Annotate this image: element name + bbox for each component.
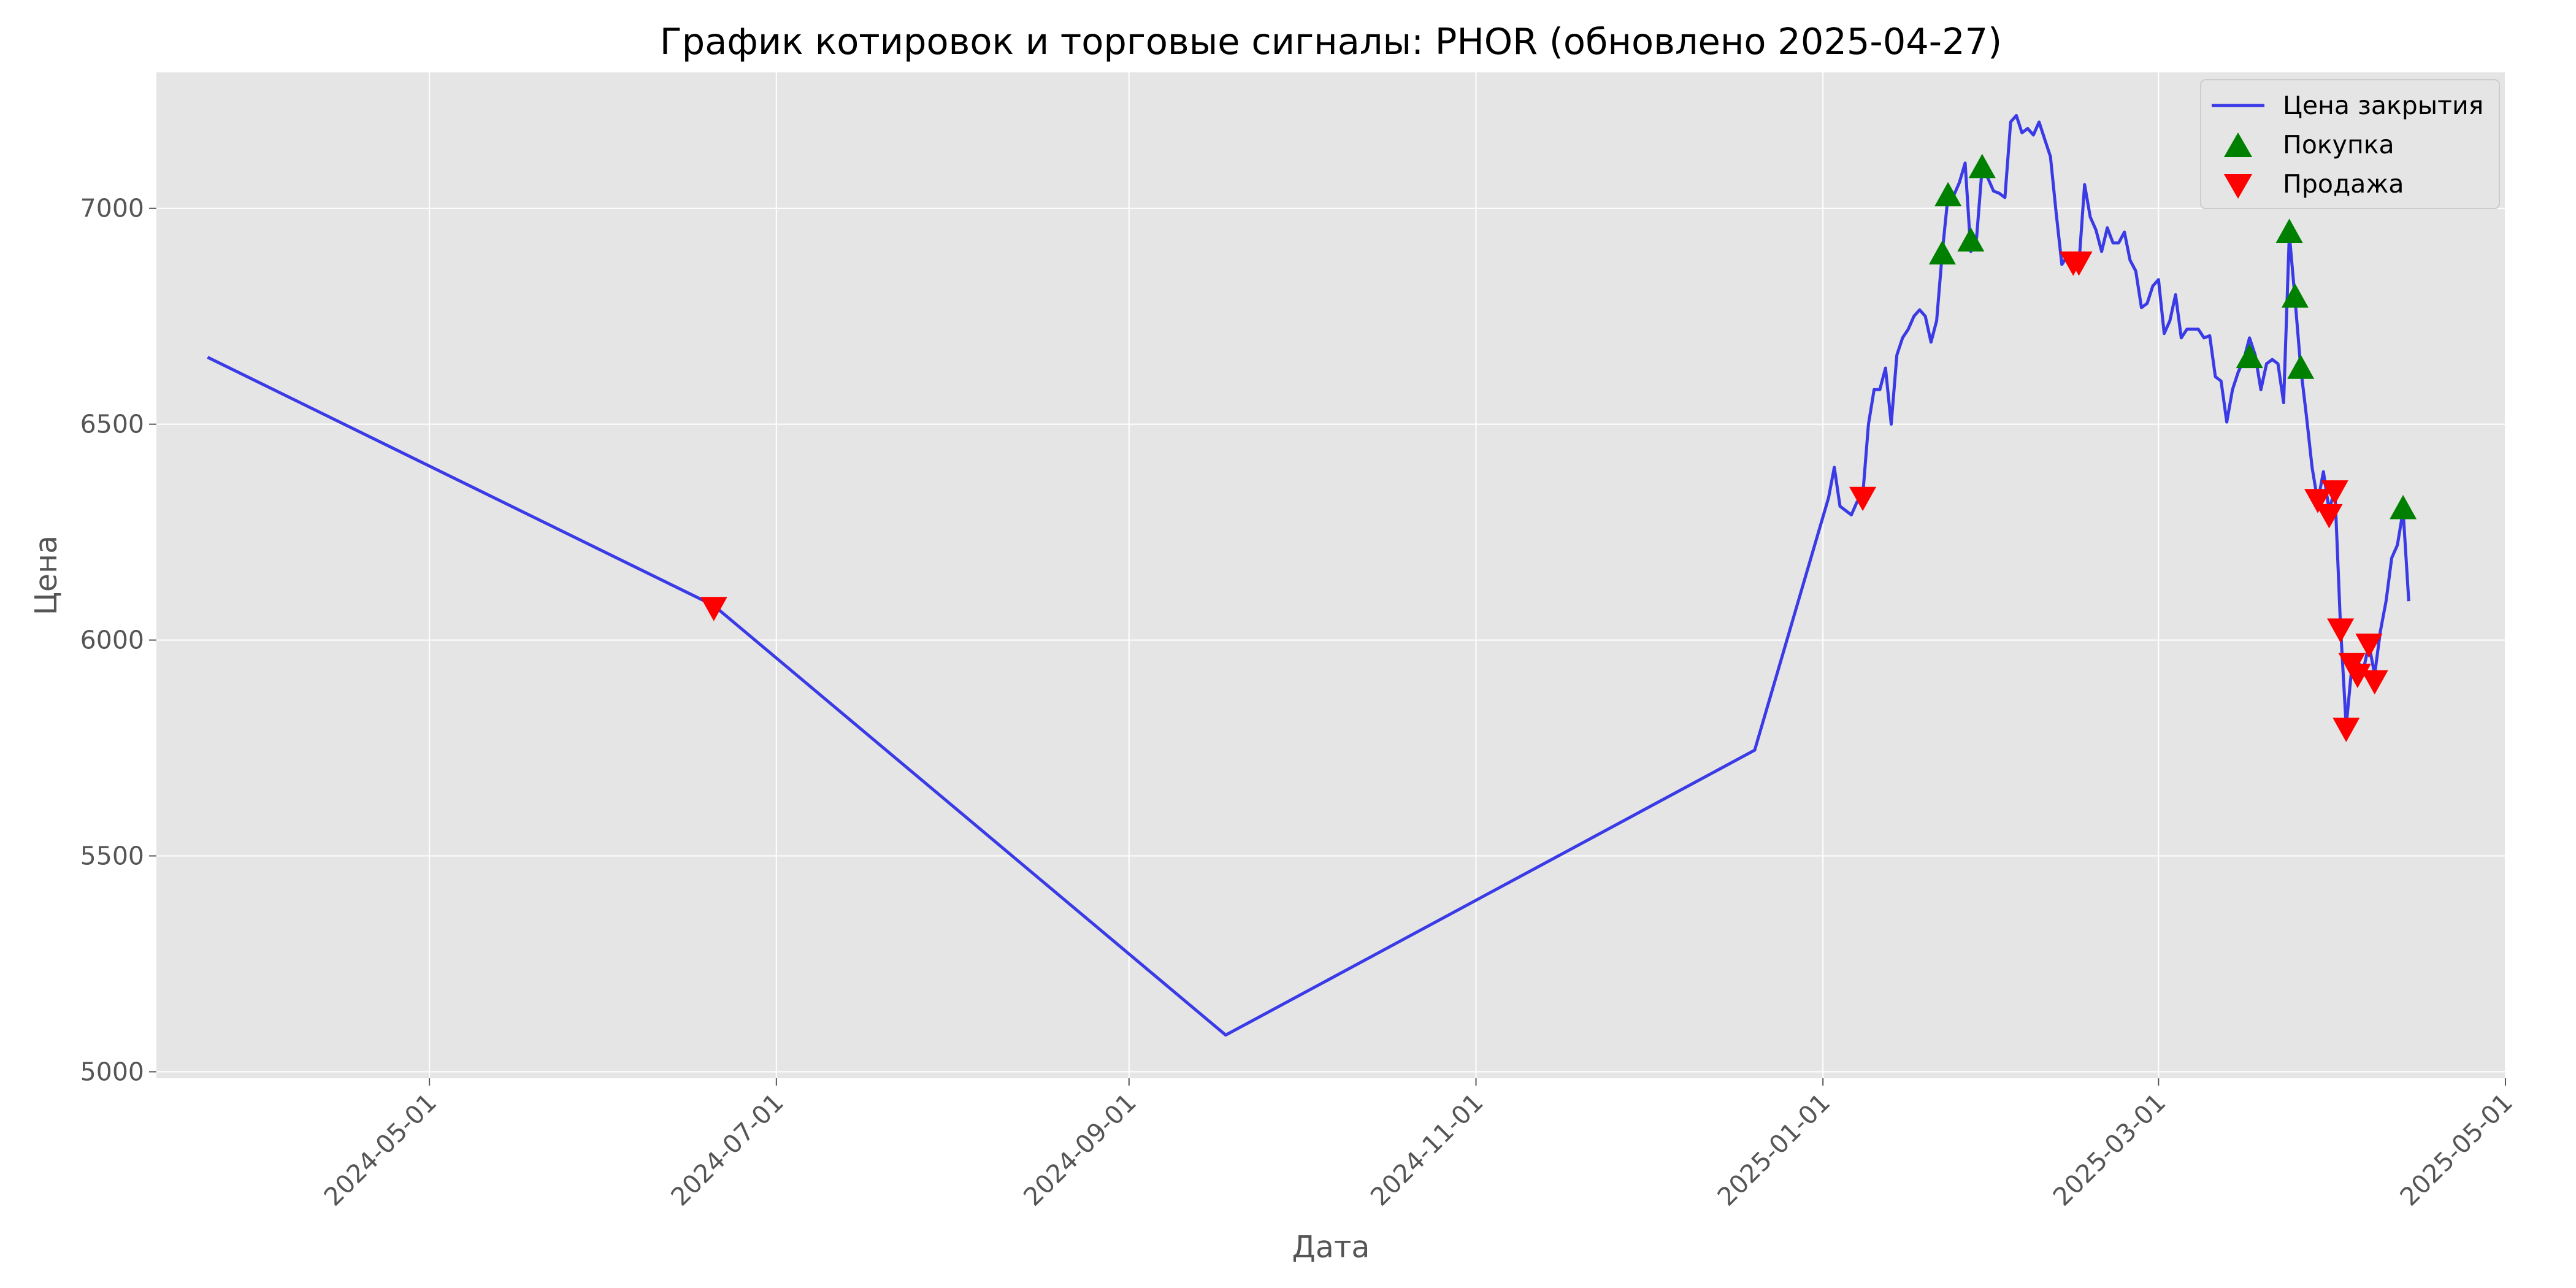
buy-signal-marker xyxy=(2275,218,2303,243)
y-tick-label: 5500 xyxy=(80,841,144,871)
buy-signal-marker xyxy=(1934,182,1962,207)
buy-signal-marker xyxy=(2236,343,2263,369)
sell-signal-marker xyxy=(700,597,727,621)
y-tick-label: 7000 xyxy=(80,194,144,223)
legend-sell-marker xyxy=(2224,174,2252,199)
sell-signal-marker xyxy=(2315,504,2343,529)
x-tick-label: 2024-09-01 xyxy=(1018,1087,1141,1211)
x-tick-label: 2025-03-01 xyxy=(2047,1087,2171,1211)
legend-label-buy: Покупка xyxy=(2283,130,2394,159)
y-tick-label: 6500 xyxy=(80,410,144,439)
sell-signal-marker xyxy=(2361,670,2388,695)
sell-signal-marker xyxy=(2321,480,2348,505)
legend-box xyxy=(2200,79,2500,209)
y-axis-label: Цена xyxy=(29,535,64,615)
series-layer xyxy=(207,113,2410,1037)
buy-signal-marker xyxy=(2390,494,2417,519)
buy-signal-marker xyxy=(1957,227,1985,252)
legend-label-sell: Продажа xyxy=(2283,169,2404,199)
grid xyxy=(156,72,2506,1078)
legend-buy-marker xyxy=(2224,132,2252,157)
legend-label-close: Цена закрытия xyxy=(2283,91,2483,120)
plot-background xyxy=(156,72,2505,1078)
sell-signal-marker xyxy=(2355,634,2383,658)
close-price-line xyxy=(207,113,2410,1037)
x-tick-label: 2025-01-01 xyxy=(1712,1087,1836,1211)
sell-signal-marker xyxy=(1849,486,1877,512)
buy-signal-marker xyxy=(1928,240,1956,265)
x-tick-label: 2024-07-01 xyxy=(665,1087,789,1211)
x-tick-label: 2025-05-01 xyxy=(2394,1087,2518,1211)
buy-signal-marker xyxy=(2287,355,2315,379)
legend: Цена закрытия Покупка Продажа xyxy=(2200,79,2500,209)
y-tick-label: 6000 xyxy=(80,626,144,655)
sell-signal-marker xyxy=(2327,618,2355,643)
sell-signal-marker xyxy=(2333,718,2360,742)
sell-signal-marker xyxy=(2304,489,2331,513)
sell-signal-marker xyxy=(2344,664,2371,688)
x-tick-label: 2024-11-01 xyxy=(1365,1087,1489,1211)
sell-signal-marker xyxy=(2065,251,2093,276)
buy-signal-marker xyxy=(2281,283,2309,308)
x-axis-label: Дата xyxy=(1292,1230,1370,1265)
x-tick-label: 2024-05-01 xyxy=(318,1087,442,1211)
chart-title: График котировок и торговые сигналы: PHO… xyxy=(660,20,2002,63)
signal-markers xyxy=(700,153,2417,742)
y-tick-label: 5000 xyxy=(80,1057,144,1086)
buy-signal-marker xyxy=(1968,153,1996,178)
